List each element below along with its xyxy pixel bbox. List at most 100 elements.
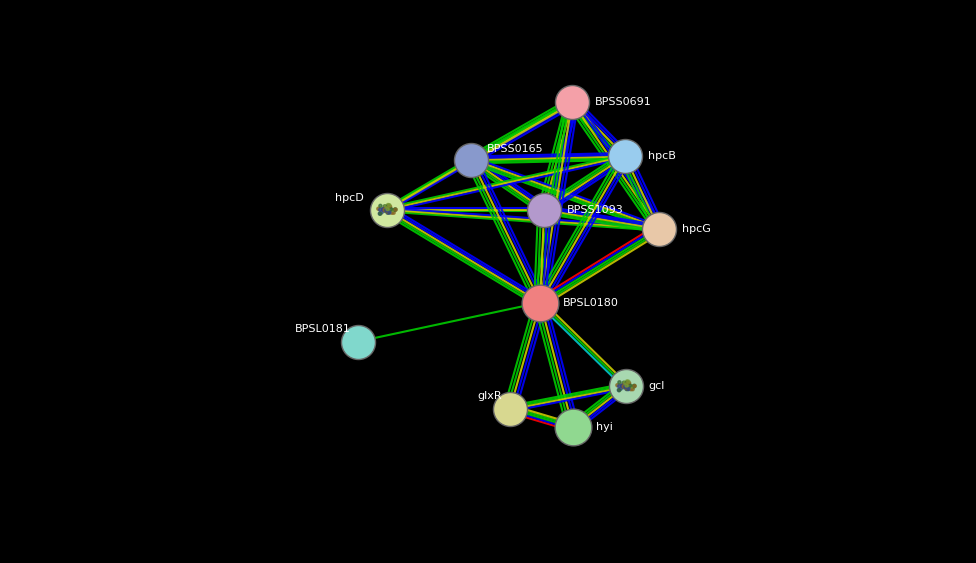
Point — [617, 378, 632, 387]
Point — [620, 385, 635, 394]
Point — [382, 202, 397, 211]
Point — [381, 200, 396, 209]
Point — [381, 202, 396, 211]
Point — [373, 202, 388, 211]
Point — [617, 152, 632, 161]
Point — [619, 385, 634, 394]
Point — [377, 205, 392, 215]
Point — [381, 208, 396, 217]
Point — [533, 298, 549, 307]
Point — [618, 381, 633, 390]
Text: BPSL0181: BPSL0181 — [295, 324, 350, 333]
Point — [611, 386, 627, 395]
Point — [622, 381, 637, 390]
Point — [384, 205, 399, 214]
Point — [619, 382, 634, 391]
Point — [616, 378, 631, 387]
Point — [621, 377, 636, 386]
Point — [382, 208, 397, 217]
Point — [380, 205, 395, 215]
Point — [616, 383, 631, 392]
Point — [617, 380, 632, 389]
Point — [614, 381, 630, 390]
Point — [464, 155, 479, 164]
Point — [651, 224, 667, 233]
Point — [382, 208, 397, 217]
Point — [379, 205, 394, 214]
Point — [380, 205, 395, 215]
Point — [379, 206, 394, 215]
Point — [386, 208, 401, 217]
Point — [619, 377, 634, 386]
Point — [373, 209, 388, 218]
Point — [613, 384, 629, 393]
Text: BPSS1093: BPSS1093 — [567, 205, 624, 215]
Point — [611, 382, 627, 391]
Point — [383, 202, 398, 211]
Point — [617, 382, 632, 391]
Point — [503, 404, 518, 413]
Point — [536, 205, 551, 215]
Point — [627, 381, 642, 390]
Point — [612, 378, 628, 387]
Point — [564, 98, 580, 107]
Point — [627, 382, 642, 391]
Point — [386, 205, 402, 215]
Point — [611, 386, 627, 395]
Point — [615, 382, 630, 391]
Point — [381, 205, 396, 214]
Point — [372, 205, 387, 214]
Point — [616, 382, 631, 391]
Point — [619, 382, 634, 391]
Text: hpcD: hpcD — [336, 193, 364, 203]
Point — [380, 207, 395, 216]
Point — [622, 379, 637, 388]
Point — [378, 202, 393, 211]
Point — [614, 381, 630, 390]
Point — [387, 205, 403, 214]
Point — [379, 204, 394, 213]
Point — [378, 205, 393, 215]
Point — [380, 204, 395, 213]
Text: glxR: glxR — [478, 391, 503, 401]
Text: hpcB: hpcB — [648, 151, 675, 162]
Point — [619, 381, 634, 390]
Point — [620, 382, 635, 391]
Point — [624, 382, 639, 391]
Text: BPSL0180: BPSL0180 — [563, 297, 619, 307]
Text: gcl: gcl — [648, 381, 665, 391]
Point — [382, 201, 397, 210]
Point — [618, 382, 633, 391]
Point — [621, 385, 636, 394]
Point — [372, 209, 387, 218]
Point — [384, 208, 399, 217]
Point — [385, 205, 400, 215]
Point — [626, 382, 641, 391]
Point — [378, 203, 393, 212]
Point — [610, 381, 626, 390]
Point — [623, 385, 638, 394]
Point — [616, 382, 631, 391]
Text: BPSS0165: BPSS0165 — [487, 144, 544, 154]
Point — [350, 337, 366, 346]
Text: hpcG: hpcG — [681, 224, 711, 234]
Point — [387, 205, 403, 214]
Point — [377, 202, 392, 211]
Point — [565, 423, 581, 432]
Point — [376, 204, 391, 213]
Text: hyi: hyi — [595, 422, 612, 432]
Text: BPSS0691: BPSS0691 — [594, 97, 652, 107]
Point — [619, 384, 634, 393]
Point — [621, 378, 636, 387]
Point — [619, 378, 634, 387]
Point — [375, 205, 390, 214]
Point — [380, 208, 395, 217]
Point — [371, 204, 386, 213]
Point — [374, 208, 389, 217]
Point — [379, 205, 394, 215]
Point — [377, 205, 392, 215]
Point — [618, 382, 633, 391]
Point — [377, 206, 392, 215]
Point — [621, 385, 636, 394]
Point — [376, 205, 391, 215]
